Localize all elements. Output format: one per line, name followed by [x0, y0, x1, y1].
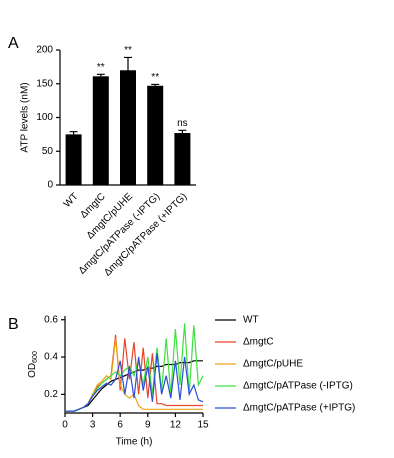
x-tick-label: 6: [117, 420, 123, 431]
series-line: [65, 360, 203, 412]
x-tick-label: 9: [145, 420, 151, 431]
error-bar: [96, 73, 105, 77]
error-bar: [151, 83, 160, 86]
y-tick-label: 200: [36, 45, 53, 56]
y-tick-label: 100: [36, 112, 53, 123]
y-axis-label: OD600: [27, 351, 39, 378]
significance: **: [97, 62, 105, 73]
x-tick-label: WT: [62, 191, 81, 210]
y-tick-label: 50: [42, 146, 54, 157]
y-tick-label: 0.6: [44, 314, 58, 325]
significance: **: [151, 72, 159, 83]
y-tick-label: 0: [47, 180, 53, 191]
bar: [92, 76, 109, 185]
significance: **: [124, 45, 132, 56]
panel-label: A: [8, 35, 19, 52]
legend-label: WT: [243, 315, 259, 326]
legend-label: ΔmgtC: [243, 337, 274, 348]
panel-label: B: [8, 316, 19, 333]
x-axis-label: Time (h): [116, 437, 153, 448]
y-tick-label: 0.2: [44, 389, 58, 400]
legend-label: ΔmgtC/pUHE: [243, 359, 303, 370]
significance: ns: [177, 118, 188, 129]
y-tick-label: 0.4: [44, 352, 58, 363]
x-tick-label: 12: [170, 420, 182, 431]
y-tick-label: 150: [36, 78, 53, 89]
bar: [65, 134, 82, 185]
legend-label: ΔmgtC/pATPase (+IPTG): [243, 403, 355, 414]
bar: [174, 133, 191, 185]
y-axis-label: ATP levels (nM): [20, 82, 31, 152]
x-tick-label: 15: [197, 420, 209, 431]
bar: [147, 85, 164, 185]
y-label-sub: 600: [32, 351, 39, 363]
error-bar: [69, 131, 78, 135]
x-tick-label: 0: [62, 420, 68, 431]
x-tick-label: 3: [90, 420, 96, 431]
error-bar: [178, 129, 187, 134]
legend-label: ΔmgtC/pATPase (-IPTG): [243, 381, 353, 392]
y-label-main: OD: [27, 363, 38, 378]
bar: [120, 70, 136, 185]
series-line: [65, 353, 204, 412]
error-bar: [124, 56, 132, 71]
